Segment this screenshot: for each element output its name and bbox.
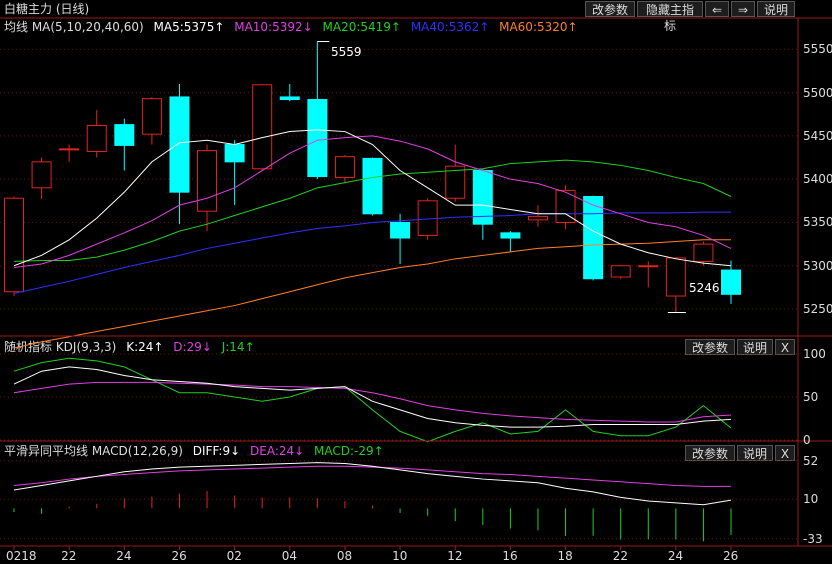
date-axis-label: 24 bbox=[667, 549, 684, 563]
macd-legend: 平滑异同平均线 MACD(12,26,9) DIFF:9↓ DEA:24↓ MA… bbox=[4, 443, 390, 459]
ma10-value: MA10:5392↓ bbox=[234, 20, 313, 34]
macd-change-params-button[interactable]: 改参数 bbox=[685, 445, 735, 461]
ma5-line bbox=[13, 129, 732, 267]
candle-body bbox=[224, 144, 245, 163]
date-axis-label: 10 bbox=[392, 549, 408, 563]
ma40-value: MA40:5362↑ bbox=[410, 20, 490, 34]
price-axis-tick: 5450 bbox=[803, 128, 832, 143]
kdj-d-value: D:29↓ bbox=[173, 340, 212, 354]
price-axis-tick: 5550 bbox=[803, 42, 832, 57]
date-axis-label: 22 bbox=[61, 549, 77, 563]
price-axis-tick: 5250 bbox=[803, 302, 832, 317]
kdj-j-line bbox=[13, 357, 732, 443]
kdj-j-value: J:14↑ bbox=[221, 340, 255, 354]
candle-body bbox=[59, 148, 80, 151]
candle-body bbox=[445, 165, 466, 199]
candle-body bbox=[417, 200, 438, 236]
candle-body bbox=[197, 150, 218, 212]
date-axis-label: 12 bbox=[447, 549, 463, 563]
price-axis-tick: 5300 bbox=[803, 258, 832, 273]
candle-body bbox=[279, 96, 300, 101]
candle-body bbox=[610, 265, 631, 278]
macd-help-button[interactable]: 说明 bbox=[737, 445, 773, 461]
candle-body bbox=[638, 265, 659, 268]
candle-body bbox=[555, 189, 576, 223]
date-axis-label: 24 bbox=[116, 549, 132, 563]
kdj-title: 随机指标 KDJ(9,3,3) bbox=[4, 340, 117, 354]
candle-body bbox=[252, 84, 273, 170]
macd-dea-line bbox=[13, 465, 731, 487]
date-axis-label: 22 bbox=[612, 549, 628, 563]
ma60-value: MA60:5320↑ bbox=[499, 20, 578, 34]
candle-body bbox=[721, 269, 741, 295]
price-axis-tick: 5500 bbox=[803, 85, 832, 100]
macd-axis-tick: -33 bbox=[803, 531, 823, 546]
ma10-line bbox=[13, 135, 732, 268]
hide-main-indicator-button[interactable]: 隐藏主指标 bbox=[637, 1, 703, 33]
date-axis-label: 02 bbox=[226, 549, 242, 563]
ma-legend-title: 均线 MA(5,10,20,40,60) bbox=[4, 20, 144, 34]
candle-body bbox=[141, 98, 162, 135]
price-axis-tick: 5350 bbox=[803, 215, 832, 230]
macd-title: 平滑异同平均线 MACD(12,26,9) bbox=[4, 444, 183, 458]
macd-macd-value: MACD:-29↑ bbox=[314, 444, 384, 458]
candle-body bbox=[527, 215, 548, 221]
date-axis-label: 26 bbox=[723, 549, 739, 563]
candle-body bbox=[334, 156, 355, 178]
kdj-k-line bbox=[13, 366, 732, 428]
date-axis-label: 26 bbox=[171, 549, 187, 563]
macd-axis-tick: 52 bbox=[803, 453, 819, 468]
candle-body bbox=[472, 170, 493, 225]
ma40-line bbox=[13, 211, 731, 294]
kdj-help-button[interactable]: 说明 bbox=[737, 339, 773, 355]
candle-body bbox=[665, 257, 686, 297]
candle-body bbox=[583, 195, 604, 280]
kdj-axis-tick: 0 bbox=[803, 433, 811, 447]
macd-diff-line bbox=[13, 462, 732, 506]
candle-body bbox=[86, 124, 107, 152]
candle-body bbox=[114, 124, 135, 146]
candle-body bbox=[693, 243, 714, 262]
chart-title: 白糖主力 (日线) bbox=[4, 2, 90, 16]
candle-body bbox=[362, 157, 383, 215]
macd-close-button[interactable]: X bbox=[775, 445, 795, 461]
candle-body bbox=[31, 161, 52, 189]
kdj-d-line bbox=[13, 381, 732, 423]
low-price-label: 5246 bbox=[689, 281, 720, 295]
kdj-k-value: K:24↑ bbox=[126, 340, 164, 354]
candle-body bbox=[307, 99, 328, 178]
kdj-axis-tick: 50 bbox=[803, 390, 819, 404]
macd-dea-value: DEA:24↓ bbox=[250, 444, 305, 458]
ma-legend: 均线 MA(5,10,20,40,60) MA5:5375↑ MA10:5392… bbox=[4, 19, 584, 35]
kdj-close-button[interactable]: X bbox=[775, 339, 795, 355]
scroll-left-button[interactable]: ⇐ bbox=[705, 1, 729, 17]
date-axis-label: 04 bbox=[281, 549, 298, 563]
high-price-label: 5559 bbox=[331, 45, 362, 59]
ma20-line bbox=[13, 159, 732, 262]
ma5-value: MA5:5375↑ bbox=[153, 20, 225, 34]
date-axis-label: 0218 bbox=[6, 549, 37, 563]
price-axis-tick: 5400 bbox=[803, 172, 832, 187]
candle-body bbox=[169, 96, 190, 193]
scroll-right-button[interactable]: ⇒ bbox=[731, 1, 755, 17]
kdj-axis-tick: 100 bbox=[803, 347, 826, 361]
help-button[interactable]: 说明 bbox=[757, 1, 795, 17]
kdj-legend: 随机指标 KDJ(9,3,3) K:24↑ D:29↓ J:14↑ bbox=[4, 339, 261, 355]
candle-body bbox=[390, 221, 411, 239]
kdj-change-params-button[interactable]: 改参数 bbox=[685, 339, 735, 355]
change-params-button[interactable]: 改参数 bbox=[585, 1, 635, 17]
date-axis-label: 16 bbox=[502, 549, 518, 563]
macd-axis-tick: 10 bbox=[803, 492, 819, 507]
candle-body bbox=[500, 232, 521, 239]
candle-body bbox=[4, 197, 24, 293]
date-axis-label: 08 bbox=[336, 549, 353, 563]
date-axis-label: 18 bbox=[557, 549, 573, 563]
ma60-line bbox=[13, 239, 731, 349]
ma20-value: MA20:5419↑ bbox=[322, 20, 401, 34]
macd-diff-value: DIFF:9↓ bbox=[192, 444, 241, 458]
